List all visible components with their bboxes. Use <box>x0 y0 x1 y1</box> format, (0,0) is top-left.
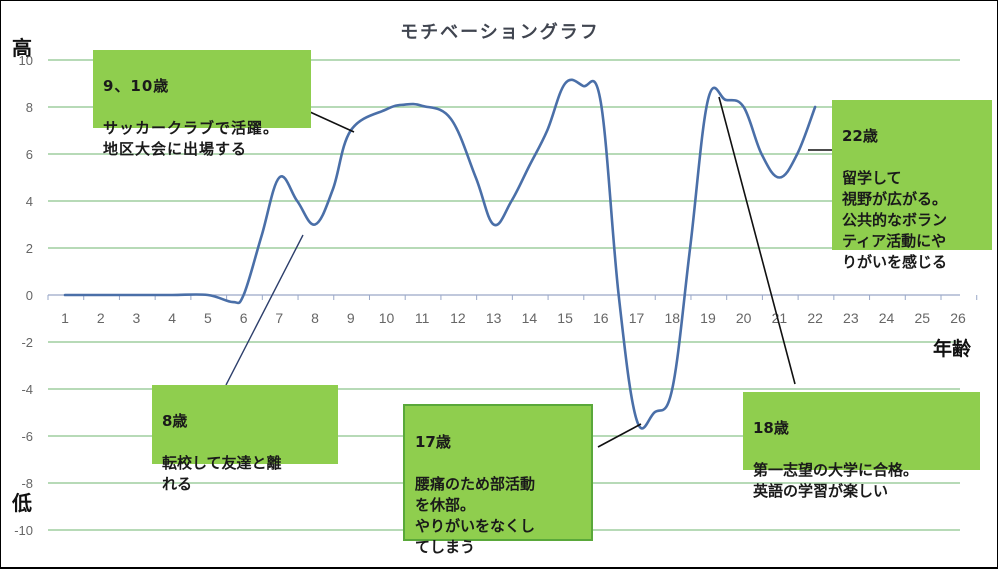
x-tick-label: 22 <box>807 310 823 326</box>
y-tick-label: 6 <box>26 147 33 162</box>
x-tick-label: 23 <box>843 310 859 326</box>
callout-age8: 8歳 転校して友達と離 れる <box>152 385 338 493</box>
callout-age22-title: 22歳 <box>842 127 878 145</box>
y-tick-label: -4 <box>21 382 33 397</box>
x-tick-label: 5 <box>204 310 212 326</box>
x-tick-label: 20 <box>736 310 752 326</box>
callout-age22-body: 留学して 視野が広がる。 公共的なボラン ティア活動にや りがいを感じる <box>842 169 948 271</box>
x-tick-label: 3 <box>133 310 141 326</box>
y-axis-ticks: 10 8 6 4 2 0 -2 -4 -6 -8 -10 <box>14 53 33 538</box>
x-tick-label: 6 <box>240 310 248 326</box>
callout-age17: 17歳 腰痛のため部活動 を休部。 やりがいをなくし てしまう <box>403 404 593 556</box>
callout-age22: 22歳 留学して 視野が広がる。 公共的なボラン ティア活動にや りがいを感じる <box>832 100 992 271</box>
x-tick-label: 21 <box>772 310 788 326</box>
callout-age9-10-body: サッカークラブで活躍。 地区大会に出場する <box>103 119 280 158</box>
y-tick-label: -10 <box>14 523 33 538</box>
callout-age8-title: 8歳 <box>162 412 188 430</box>
callout-age9-10: 9、10歳 サッカークラブで活躍。 地区大会に出場する <box>93 50 311 158</box>
y-axis-high-label: 高 <box>12 36 32 60</box>
y-tick-label: 2 <box>26 241 33 256</box>
chart-title: モチベーショングラフ <box>400 22 600 43</box>
y-tick-label: -8 <box>21 476 33 491</box>
callout-age18: 18歳 第一志望の大学に合格。 英語の学習が楽しい <box>743 392 980 500</box>
x-tick-label: 8 <box>311 310 319 326</box>
x-tick-label: 2 <box>97 310 105 326</box>
y-axis-low-label: 低 <box>12 491 32 515</box>
x-tick-label: 17 <box>629 310 645 326</box>
callout-leader-lines <box>225 96 832 448</box>
y-tick-label: 10 <box>19 53 33 68</box>
x-tick-label: 12 <box>450 310 466 326</box>
callout-age18-body: 第一志望の大学に合格。 英語の学習が楽しい <box>753 461 919 500</box>
x-tick-label: 9 <box>347 310 355 326</box>
leader-line-age8 <box>225 234 304 386</box>
motivation-line <box>63 78 817 430</box>
leader-line-age18 <box>718 96 796 385</box>
x-tick-label: 11 <box>415 310 430 326</box>
x-tick-label: 18 <box>664 310 680 326</box>
callout-age8-body: 転校して友達と離 れる <box>162 454 282 493</box>
x-tick-label: 1 <box>61 310 69 326</box>
x-tick-label: 13 <box>486 310 502 326</box>
x-tick-label: 7 <box>275 310 283 326</box>
leader-line-age9-10 <box>309 111 355 133</box>
x-tick-label: 10 <box>379 310 395 326</box>
x-tick-label: 15 <box>557 310 573 326</box>
x-tick-label: 26 <box>950 310 966 326</box>
x-axis-label: 年齢 <box>933 338 972 360</box>
y-tick-label: 0 <box>26 288 33 303</box>
x-tick-label: 16 <box>593 310 609 326</box>
x-tick-label: 24 <box>879 310 895 326</box>
x-tick-label: 4 <box>168 310 176 326</box>
leader-line-age17 <box>597 423 642 448</box>
x-tick-label: 25 <box>914 310 930 326</box>
y-tick-label: 8 <box>26 100 33 115</box>
x-tick-label: 19 <box>700 310 716 326</box>
x-axis: 1 2 3 4 5 6 7 8 9 10 11 12 13 14 15 16 17 18 19 20 21 22 23 24 2… <box>47 294 978 326</box>
callout-age17-body: 腰痛のため部活動 を休部。 やりがいをなくし てしまう <box>415 475 536 556</box>
callout-age9-10-title: 9、10歳 <box>103 77 170 95</box>
callout-age17-title: 17歳 <box>415 433 451 451</box>
callout-age18-title: 18歳 <box>753 419 789 437</box>
y-tick-label: 4 <box>26 194 33 209</box>
y-tick-label: -2 <box>21 335 33 350</box>
x-tick-label: 14 <box>522 310 538 326</box>
y-tick-label: -6 <box>21 429 33 444</box>
